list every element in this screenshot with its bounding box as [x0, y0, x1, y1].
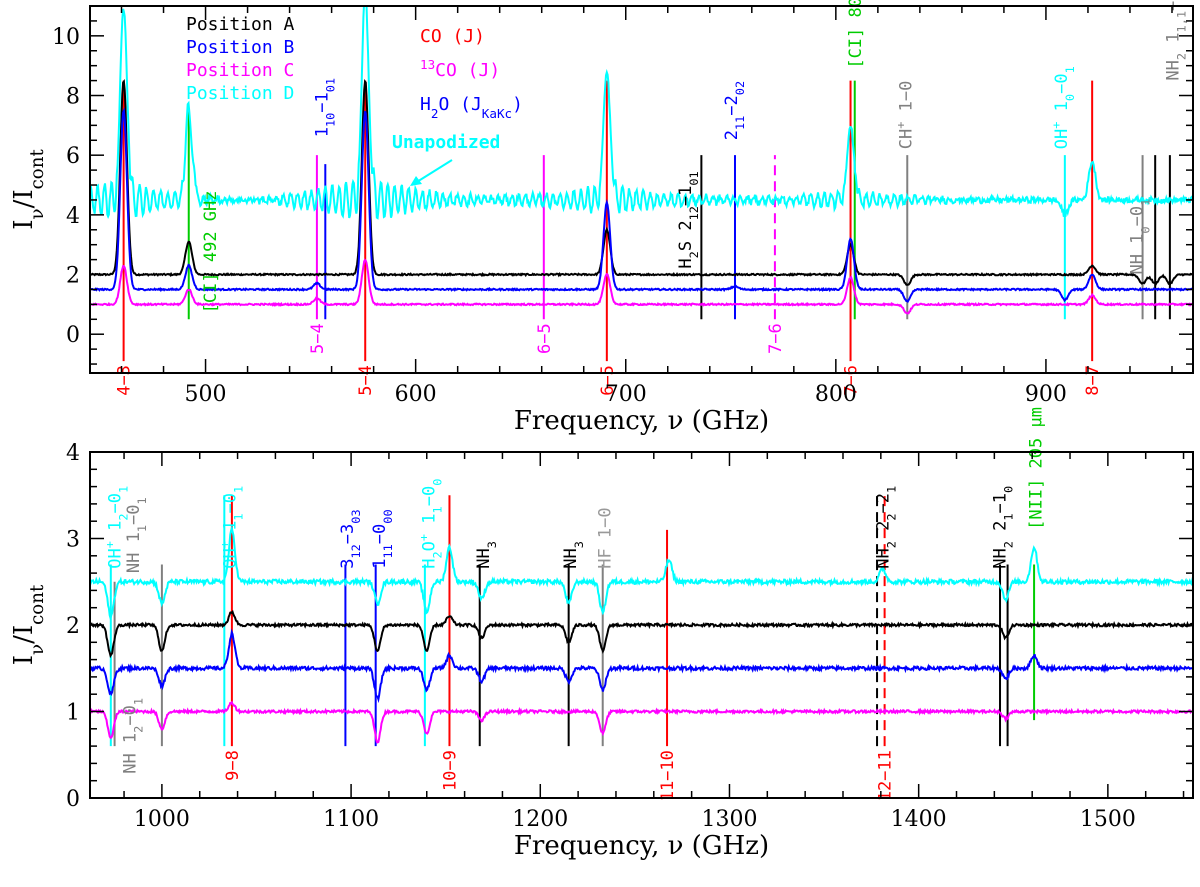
x-tick-label: 800 — [815, 382, 857, 407]
spectrum-position-d — [90, 6, 1193, 220]
spectrum-position-a — [90, 78, 1193, 286]
y-tick-label: 0 — [66, 323, 80, 348]
species-annotation: NH 11−01 — [124, 497, 149, 573]
x-axis-title: Frequency, ν (GHz) — [514, 406, 769, 436]
legend-entry: Position D — [186, 83, 294, 104]
species-annotation: CH+ 1−0 — [893, 81, 916, 150]
species-annotation: OH+ 12−01 — [102, 486, 130, 569]
x-tick-label: 1200 — [512, 807, 568, 832]
species-annotation: NH2 21−10 — [991, 486, 1016, 569]
transition-label: 12−11 — [876, 750, 896, 801]
x-tick-label: 600 — [395, 382, 437, 407]
x-tick-label: 700 — [605, 382, 647, 407]
y-tick-label: 1 — [66, 701, 80, 726]
transition-label: 10−9 — [440, 750, 460, 791]
species-annotation: 312−303 — [338, 509, 363, 568]
legend-entry: Position B — [186, 37, 294, 58]
y-tick-label: 3 — [66, 528, 80, 553]
y-tick-label: 4 — [66, 441, 80, 466]
spectrum-position-c — [90, 700, 1193, 744]
species-annotation: 111−000 — [370, 509, 395, 568]
species-key: H2O (JKaKc) — [420, 94, 523, 121]
spectrum-position-a — [90, 609, 1193, 659]
y-axis-title: Iν/Icont — [9, 149, 48, 230]
species-annotation: OH+ 10−01 — [1049, 66, 1077, 149]
species-annotation: NH 10−01 — [1128, 199, 1153, 275]
transition-label: 11−10 — [658, 750, 678, 801]
species-annotation: NH3 — [561, 541, 586, 569]
spectrum-position-d — [90, 524, 1193, 622]
x-tick-label: 500 — [185, 382, 227, 407]
transition-label: 5−4 — [308, 323, 328, 354]
x-tick-label: 1100 — [323, 807, 379, 832]
transition-label: 4−3 — [115, 365, 135, 396]
unapodized-note: Unapodized — [392, 132, 500, 153]
plot-frame — [89, 5, 1194, 374]
y-tick-label: 4 — [66, 204, 80, 229]
panel-top: 4−35−45−46−56−57−67−6 8−7[CI] 492 GHz110−… — [9, 0, 1194, 436]
transition-label: 7−6 — [766, 323, 786, 354]
x-tick-label: 1500 — [1080, 807, 1136, 832]
species-annotation: H2S 212−101 — [676, 171, 701, 268]
species-annotation: [CI] 492 GHz — [201, 190, 221, 313]
y-tick-label: 6 — [66, 144, 80, 169]
species-annotation: H2O+ 11−00 — [416, 479, 444, 569]
species-annotation: NH 12−01 — [120, 698, 145, 774]
species-annotation: HF 1−0 — [595, 507, 615, 568]
x-tick-label: 900 — [1025, 382, 1067, 407]
species-annotation: [CI] 809 GHz — [846, 0, 866, 69]
transition-label: 8−7 — [1083, 365, 1103, 396]
x-tick-label: 1000 — [134, 807, 190, 832]
species-annotation: 110−101 — [312, 78, 337, 137]
y-tick-label: 0 — [66, 787, 80, 812]
x-tick-label: 1300 — [701, 807, 757, 832]
species-key: CO (J) — [420, 26, 485, 47]
x-axis-title: Frequency, ν (GHz) — [514, 831, 769, 861]
y-axis-title: Iν/Icont — [9, 584, 48, 665]
species-key: 13CO (J) — [420, 57, 500, 82]
legend-entry: Position C — [186, 60, 294, 81]
y-tick-label: 10 — [52, 25, 80, 50]
spectrum-position-b — [90, 628, 1193, 704]
x-tick-label: 1400 — [891, 807, 947, 832]
spectrum-position-b — [90, 107, 1193, 304]
note-arrowhead — [410, 176, 422, 186]
species-annotation: NH3 — [474, 541, 499, 569]
transition-label: 6−5 — [535, 323, 555, 354]
spectrum-position-c — [90, 258, 1193, 315]
species-annotation: NH2 22−21 — [873, 486, 898, 569]
species-annotation: OH+ 11−01 — [218, 486, 246, 569]
species-annotation: [NII] 205 μm — [1027, 407, 1047, 530]
y-tick-label: 2 — [66, 264, 80, 289]
y-tick-label: 2 — [66, 614, 80, 639]
y-tick-label: 8 — [66, 85, 80, 110]
legend-entry: Position A — [186, 14, 295, 35]
transition-label: 9−8 — [223, 750, 243, 781]
species-annotation: NH2 11,1−00,0,0 — [1163, 0, 1188, 81]
species-annotation: 211−202 — [722, 81, 747, 140]
